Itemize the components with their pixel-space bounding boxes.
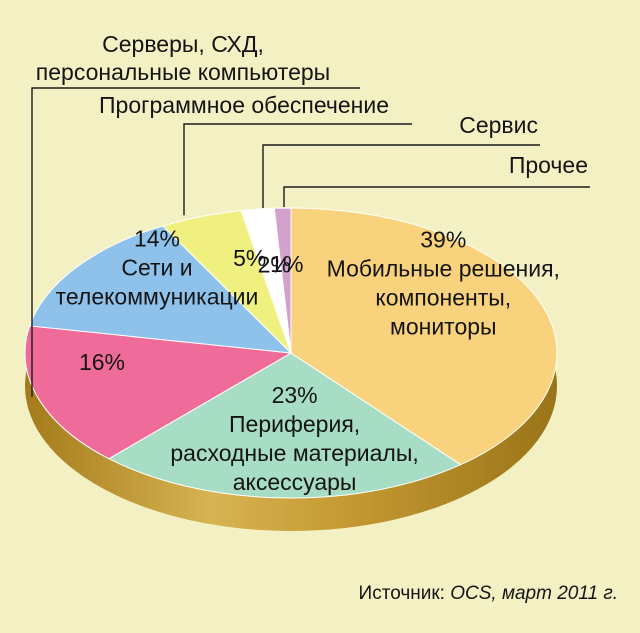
slice-percent-label: 2% <box>258 251 291 277</box>
source-note: Источник: OCS, март 2011 г. <box>359 583 618 604</box>
pie-labels: 39% Мобильные решения, компоненты, мониторы… <box>36 31 588 495</box>
callout-label: персональные компьютеры <box>36 59 330 85</box>
slice-category-label: Мобильные решения, <box>327 255 560 281</box>
callout-leader-line <box>262 144 540 208</box>
slice-category-label: расходные материалы, <box>170 440 418 466</box>
pie-slice <box>290 207 558 466</box>
callout-label: Прочее <box>509 152 588 178</box>
slice-category-label: Сети и <box>121 255 192 281</box>
pie-slices <box>24 207 558 499</box>
callout-leader-line <box>31 87 360 397</box>
slice-percent-label: 14% <box>134 226 180 252</box>
slice-percent-label: 39% <box>420 226 466 252</box>
pie-slice <box>273 207 292 354</box>
callout-leader-line <box>283 186 590 207</box>
callout-leader-line <box>183 123 412 216</box>
pie-slice <box>29 225 293 354</box>
pie-slice <box>107 352 462 499</box>
pie-slice <box>24 325 293 460</box>
callout-lines <box>31 87 590 397</box>
slice-category-label: телекоммуникации <box>56 284 259 310</box>
callout-label: Программное обеспечение <box>99 92 389 118</box>
slice-percent-label: 1% <box>270 251 303 277</box>
slice-percent-label: 16% <box>79 349 125 375</box>
source-prefix: Источник: <box>359 583 451 604</box>
callout-label: Серверы, СХД, <box>102 31 264 57</box>
slice-category-label: аксессуары <box>233 469 357 495</box>
slice-category-label: мониторы <box>390 313 497 339</box>
callout-label: Сервис <box>459 112 538 138</box>
slice-category-label: Периферия, <box>229 411 360 437</box>
source-italic: OCS, март 2011 г. <box>450 583 618 604</box>
slice-percent-label: 23% <box>272 382 318 408</box>
slice-category-label: компоненты, <box>375 284 511 310</box>
slice-percent-label: 5% <box>233 245 266 271</box>
